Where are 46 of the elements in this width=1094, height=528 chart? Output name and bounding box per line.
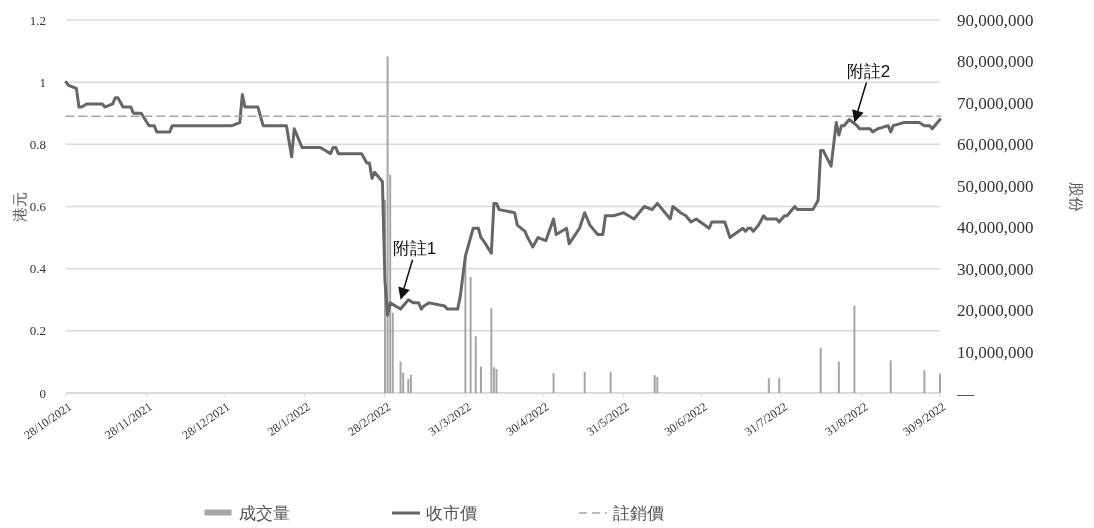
- y2-tick-label: 80,000,000: [957, 52, 1034, 72]
- bar: [583, 371, 586, 393]
- bar: [474, 336, 477, 393]
- bar: [853, 305, 856, 393]
- bar: [469, 276, 472, 393]
- legend-label: 收市價: [426, 503, 477, 523]
- bar: [889, 360, 892, 393]
- y2-tick-label: 50,000,000: [957, 176, 1034, 196]
- bar: [767, 378, 770, 393]
- bar: [939, 373, 941, 393]
- bar: [837, 361, 840, 393]
- y-tick-label: 0.8: [29, 136, 46, 152]
- y2-tick-label: 90,000,000: [957, 10, 1034, 30]
- bar: [552, 373, 555, 393]
- bar: [609, 371, 612, 393]
- bar: [399, 361, 402, 393]
- line-series: [64, 80, 942, 317]
- y2-tick-label: 70,000,000: [957, 93, 1034, 113]
- y-axis-title: 港元: [11, 191, 29, 222]
- y-tick-label: 0.2: [29, 323, 46, 339]
- bar: [495, 368, 498, 393]
- bar: [653, 375, 656, 393]
- bar: [923, 370, 926, 393]
- y-tick-label: 0: [39, 385, 46, 401]
- legend-label: 成交量: [239, 503, 290, 523]
- y2-tick-label: 20,000,000: [957, 301, 1034, 321]
- bar: [656, 376, 659, 393]
- bar: [819, 347, 822, 393]
- bar: [778, 378, 781, 393]
- y2-tick-label: 40,000,000: [957, 218, 1034, 238]
- y-tick-label: 0.6: [29, 199, 47, 215]
- y-tick-label: 1: [39, 74, 46, 90]
- annotation: 附註1: [392, 238, 437, 258]
- y2-tick-label: 10,000,000: [957, 342, 1034, 362]
- bar: [407, 378, 410, 393]
- annotation: 附註2: [846, 61, 891, 81]
- bar: [409, 374, 412, 393]
- y2-tick-label: 60,000,000: [957, 135, 1034, 155]
- y-tick-label: 1.2: [29, 12, 46, 28]
- bar: [490, 308, 493, 393]
- y-tick-label: 0.4: [29, 261, 47, 277]
- y2-tick-label: 30,000,000: [957, 259, 1034, 279]
- y2-tick-label: —: [956, 383, 975, 403]
- y2-axis-title: 股份: [1067, 181, 1085, 212]
- bar: [479, 366, 482, 393]
- legend-label: 註銷價: [613, 503, 664, 523]
